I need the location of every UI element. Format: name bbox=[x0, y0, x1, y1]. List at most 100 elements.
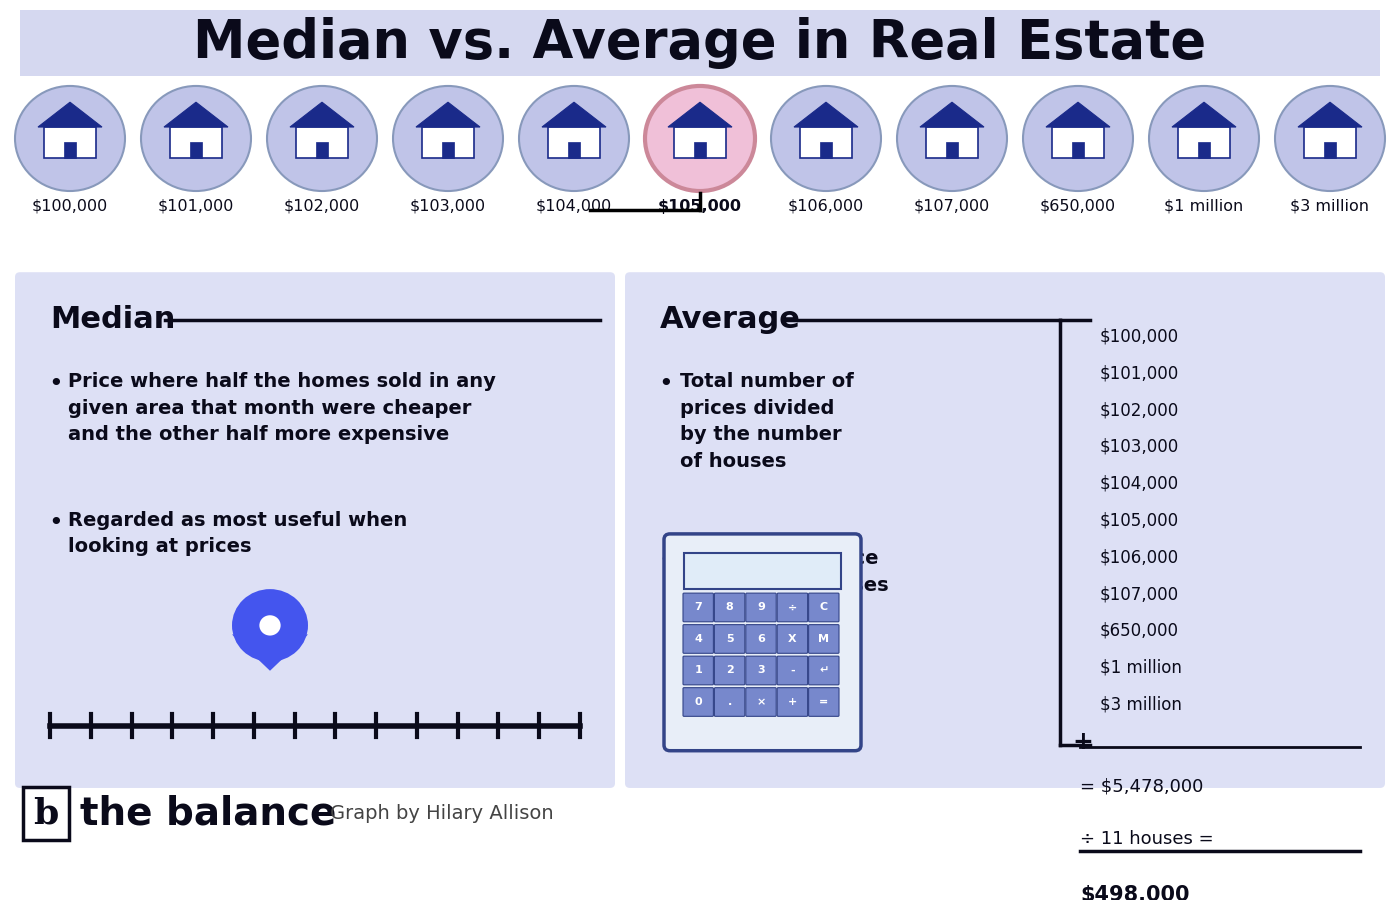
FancyBboxPatch shape bbox=[714, 688, 745, 716]
Polygon shape bbox=[290, 103, 354, 127]
Text: 5: 5 bbox=[725, 634, 734, 644]
FancyBboxPatch shape bbox=[1177, 127, 1231, 158]
Text: C: C bbox=[820, 602, 827, 612]
FancyBboxPatch shape bbox=[295, 127, 349, 158]
Text: .: . bbox=[728, 697, 732, 707]
Polygon shape bbox=[920, 103, 984, 127]
FancyBboxPatch shape bbox=[714, 625, 745, 653]
Text: 9: 9 bbox=[757, 602, 764, 612]
Text: the balance: the balance bbox=[80, 795, 336, 833]
FancyBboxPatch shape bbox=[1051, 127, 1105, 158]
Text: b: b bbox=[34, 796, 59, 831]
Text: $107,000: $107,000 bbox=[914, 199, 990, 213]
Text: X: X bbox=[788, 634, 797, 644]
Text: ×: × bbox=[756, 697, 766, 707]
Polygon shape bbox=[1172, 103, 1236, 127]
Text: ÷: ÷ bbox=[788, 602, 797, 612]
Text: = $5,478,000: = $5,478,000 bbox=[1079, 778, 1204, 796]
Text: Median: Median bbox=[50, 305, 175, 335]
Text: $1 million: $1 million bbox=[1100, 659, 1182, 677]
FancyBboxPatch shape bbox=[809, 625, 839, 653]
Circle shape bbox=[267, 86, 377, 191]
Text: 0: 0 bbox=[694, 697, 701, 707]
Text: $650,000: $650,000 bbox=[1100, 622, 1179, 640]
Circle shape bbox=[1149, 86, 1259, 191]
FancyBboxPatch shape bbox=[777, 688, 808, 716]
Text: The average price
of these 11 houses
was $498,000: The average price of these 11 houses was… bbox=[680, 549, 889, 621]
FancyBboxPatch shape bbox=[685, 553, 841, 590]
FancyBboxPatch shape bbox=[15, 272, 615, 788]
FancyBboxPatch shape bbox=[946, 142, 958, 157]
Text: 1: 1 bbox=[694, 665, 701, 676]
Text: Median vs. Average in Real Estate: Median vs. Average in Real Estate bbox=[193, 17, 1207, 69]
Text: $104,000: $104,000 bbox=[1100, 474, 1179, 492]
Text: 4: 4 bbox=[694, 634, 703, 644]
Text: 8: 8 bbox=[725, 602, 734, 612]
Text: $106,000: $106,000 bbox=[788, 199, 864, 213]
Text: •: • bbox=[658, 549, 673, 573]
Circle shape bbox=[519, 86, 629, 191]
FancyBboxPatch shape bbox=[664, 534, 861, 751]
Circle shape bbox=[645, 86, 755, 191]
FancyBboxPatch shape bbox=[683, 625, 714, 653]
FancyBboxPatch shape bbox=[673, 127, 727, 158]
Text: 3: 3 bbox=[757, 665, 764, 676]
Text: +: + bbox=[788, 697, 797, 707]
Polygon shape bbox=[542, 103, 606, 127]
Text: $103,000: $103,000 bbox=[410, 199, 486, 213]
Text: $3 million: $3 million bbox=[1291, 199, 1369, 213]
Text: $3 million: $3 million bbox=[1100, 696, 1182, 714]
Circle shape bbox=[15, 86, 125, 191]
Circle shape bbox=[1275, 86, 1385, 191]
FancyBboxPatch shape bbox=[43, 127, 97, 158]
Text: •: • bbox=[48, 511, 63, 535]
FancyBboxPatch shape bbox=[809, 593, 839, 622]
Text: Graph by Hilary Allison: Graph by Hilary Allison bbox=[330, 805, 553, 824]
Text: $106,000: $106,000 bbox=[1100, 548, 1179, 566]
FancyBboxPatch shape bbox=[169, 127, 223, 158]
FancyBboxPatch shape bbox=[22, 787, 69, 841]
FancyBboxPatch shape bbox=[547, 127, 601, 158]
Text: M: M bbox=[818, 634, 829, 644]
FancyBboxPatch shape bbox=[809, 688, 839, 716]
FancyBboxPatch shape bbox=[809, 656, 839, 685]
Text: 2: 2 bbox=[725, 665, 734, 676]
Text: $102,000: $102,000 bbox=[284, 199, 360, 213]
FancyBboxPatch shape bbox=[316, 142, 328, 157]
Text: $107,000: $107,000 bbox=[1100, 585, 1179, 603]
FancyBboxPatch shape bbox=[1303, 127, 1357, 158]
FancyBboxPatch shape bbox=[777, 656, 808, 685]
Text: •: • bbox=[48, 373, 63, 397]
FancyBboxPatch shape bbox=[746, 656, 776, 685]
Polygon shape bbox=[668, 103, 732, 127]
FancyBboxPatch shape bbox=[777, 625, 808, 653]
FancyBboxPatch shape bbox=[20, 10, 1380, 76]
Text: Regarded as most useful when
looking at prices: Regarded as most useful when looking at … bbox=[69, 511, 407, 556]
FancyBboxPatch shape bbox=[746, 625, 776, 653]
FancyBboxPatch shape bbox=[568, 142, 580, 157]
FancyBboxPatch shape bbox=[190, 142, 202, 157]
Text: $104,000: $104,000 bbox=[536, 199, 612, 213]
FancyBboxPatch shape bbox=[777, 593, 808, 622]
Polygon shape bbox=[164, 103, 228, 127]
Text: $101,000: $101,000 bbox=[1100, 364, 1179, 382]
Circle shape bbox=[771, 86, 881, 191]
FancyBboxPatch shape bbox=[714, 593, 745, 622]
FancyBboxPatch shape bbox=[694, 142, 706, 157]
FancyBboxPatch shape bbox=[64, 142, 76, 157]
Text: 7: 7 bbox=[694, 602, 701, 612]
Text: $1 million: $1 million bbox=[1165, 199, 1243, 213]
Polygon shape bbox=[416, 103, 480, 127]
Text: $650,000: $650,000 bbox=[1040, 199, 1116, 213]
FancyBboxPatch shape bbox=[746, 688, 776, 716]
Text: Price where half the homes sold in any
given area that month were cheaper
and th: Price where half the homes sold in any g… bbox=[69, 373, 496, 445]
Polygon shape bbox=[794, 103, 858, 127]
Text: ↵: ↵ bbox=[819, 665, 829, 676]
FancyBboxPatch shape bbox=[1198, 142, 1210, 157]
FancyBboxPatch shape bbox=[421, 127, 475, 158]
Circle shape bbox=[232, 590, 308, 662]
Text: Average: Average bbox=[659, 305, 801, 335]
FancyBboxPatch shape bbox=[1324, 142, 1336, 157]
Circle shape bbox=[141, 86, 251, 191]
Text: Total number of
prices divided
by the number
of houses: Total number of prices divided by the nu… bbox=[680, 373, 854, 471]
